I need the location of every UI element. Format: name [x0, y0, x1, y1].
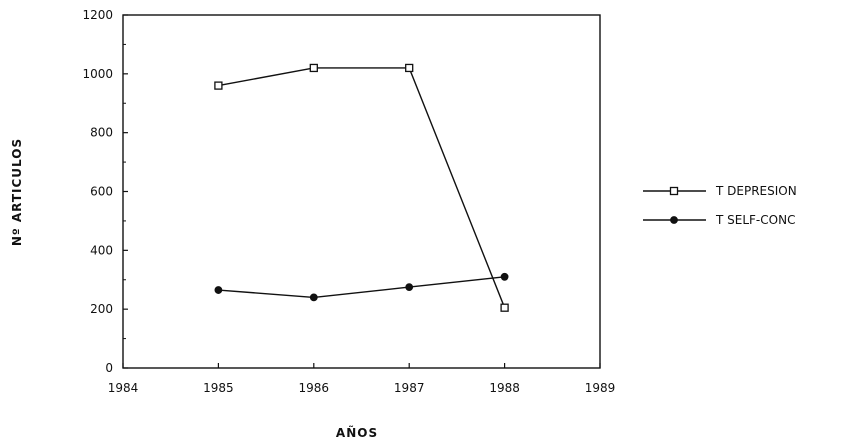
data-point [309, 63, 318, 73]
data-point [500, 272, 509, 281]
y-axis-title: Nº ARTICULOS [10, 138, 24, 246]
data-point [214, 81, 223, 90]
legend-marker [669, 186, 679, 196]
y-tick-label: 0 [105, 361, 113, 375]
data-point [405, 283, 414, 292]
x-tick-label: 1984 [108, 381, 139, 395]
x-tick-label: 1988 [489, 381, 520, 395]
series-1 [214, 63, 509, 312]
y-tick-label: 200 [90, 302, 113, 316]
x-axis-ticks: 1984 1985 1986 1987 1988 1989 [108, 363, 616, 395]
y-tick-label: 1000 [82, 67, 113, 81]
data-point [214, 286, 223, 294]
y-tick-label: 1200 [82, 8, 113, 22]
data-point [309, 293, 318, 302]
x-tick-label: 1986 [299, 381, 330, 395]
data-point [500, 303, 509, 312]
legend-entry: T SELF-CONC [643, 213, 795, 227]
legend-label: T SELF-CONC [715, 213, 795, 227]
y-tick-label: 800 [90, 126, 113, 140]
y-axis-ticks: 0 200 400 600 800 1000 1200 [82, 8, 128, 375]
x-tick-label: 1985 [203, 381, 234, 395]
series-line [218, 67, 506, 308]
data-point [405, 63, 414, 73]
x-axis-title: AÑOS [336, 425, 378, 440]
y-tick-label: 600 [90, 185, 113, 199]
x-tick-label: 1987 [394, 381, 425, 395]
y-tick-label: 400 [90, 243, 113, 257]
legend-marker [670, 216, 678, 224]
series-line [218, 276, 505, 299]
series-2 [214, 272, 509, 302]
legend-entry: T DEPRESION [643, 184, 797, 198]
legend-label: T DEPRESION [715, 184, 797, 198]
x-tick-label: 1989 [585, 381, 616, 395]
series-layer [214, 63, 509, 312]
legend: T DEPRESION T SELF-CONC [643, 184, 797, 227]
